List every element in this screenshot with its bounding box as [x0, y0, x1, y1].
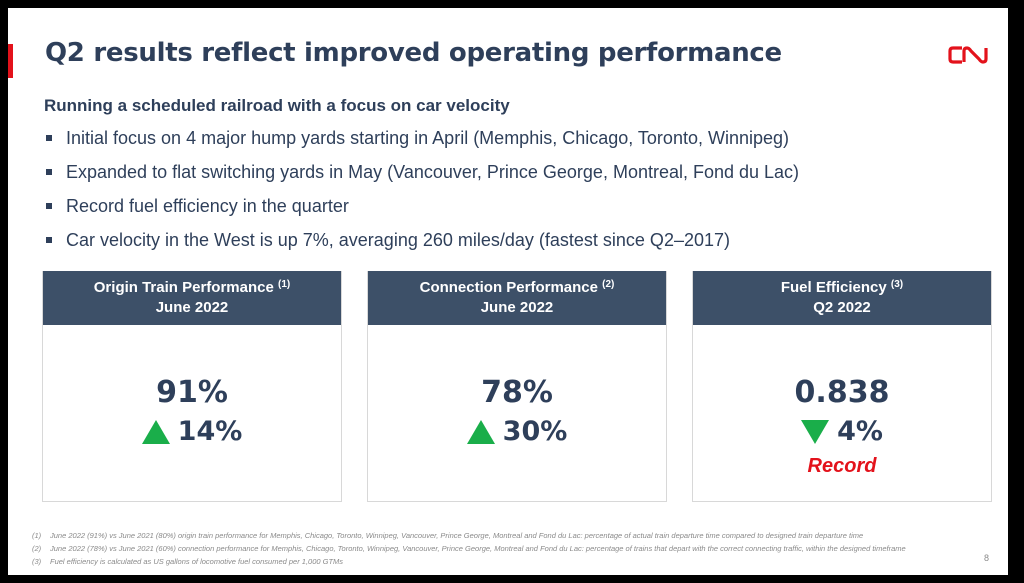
- title-accent-bar: [8, 44, 13, 78]
- card-period: June 2022: [480, 299, 554, 316]
- card-title: Origin Train Performance: [93, 279, 274, 296]
- metric-card-origin-train: Origin Train Performance (1) June 2022 9…: [42, 271, 342, 502]
- bullet-item: Initial focus on 4 major hump yards star…: [44, 124, 799, 158]
- metric-card-fuel-efficiency: Fuel Efficiency (3) Q2 2022 0.838 4% Rec…: [692, 271, 992, 502]
- page-number: 8: [984, 553, 990, 563]
- card-title: Fuel Efficiency: [780, 279, 887, 296]
- card-header: Fuel Efficiency (3) Q2 2022: [693, 271, 991, 325]
- footnote-item: (3) Fuel efficiency is calculated as US g…: [32, 557, 344, 566]
- footnote-ref: (3): [890, 279, 904, 290]
- footnotes: (1) June 2022 (91%) vs June 2021 (80%) or…: [32, 529, 906, 568]
- bullet-item: Car velocity in the West is up 7%, avera…: [44, 226, 799, 260]
- card-period: June 2022: [155, 299, 229, 316]
- metric-value: 0.838: [794, 375, 890, 410]
- triangle-up-icon: [141, 419, 170, 444]
- card-header: Origin Train Performance (1) June 2022: [43, 271, 341, 325]
- card-title: Connection Performance: [419, 279, 598, 296]
- metric-change: 4%: [693, 416, 991, 447]
- bullet-square-icon: [46, 203, 52, 209]
- metric-value: 78%: [481, 375, 553, 410]
- triangle-up-icon: [466, 419, 495, 444]
- change-value: 14%: [177, 416, 243, 447]
- change-value: 4%: [837, 416, 883, 447]
- bullet-item: Record fuel efficiency in the quarter: [44, 192, 799, 226]
- footnote-ref: (1): [278, 279, 291, 290]
- footnote-ref: (2): [602, 279, 615, 290]
- slide: Q2 results reflect improved operating pe…: [8, 8, 1008, 575]
- bullet-item: Expanded to flat switching yards in May …: [44, 158, 799, 192]
- bullet-list: Initial focus on 4 major hump yards star…: [44, 124, 799, 260]
- footnote-item: (2) June 2022 (78%) vs June 2021 (60%) co…: [32, 544, 906, 553]
- change-value: 30%: [502, 416, 568, 447]
- card-header: Connection Performance (2) June 2022: [368, 271, 666, 325]
- metric-change: 14%: [43, 416, 341, 447]
- bullet-square-icon: [46, 135, 52, 141]
- section-subtitle: Running a scheduled railroad with a focu…: [44, 96, 510, 115]
- page-title: Q2 results reflect improved operating pe…: [45, 38, 782, 68]
- cn-logo-icon: [948, 46, 988, 64]
- metric-change: 30%: [368, 416, 666, 447]
- metric-value: 91%: [156, 375, 228, 410]
- triangle-down-icon: [801, 419, 830, 444]
- card-period: Q2 2022: [813, 299, 871, 316]
- metric-card-connection: Connection Performance (2) June 2022 78%…: [367, 271, 667, 502]
- record-label: Record: [807, 455, 877, 477]
- footnote-item: (1) June 2022 (91%) vs June 2021 (80%) or…: [32, 531, 864, 540]
- bullet-square-icon: [46, 237, 52, 243]
- bullet-square-icon: [46, 169, 52, 175]
